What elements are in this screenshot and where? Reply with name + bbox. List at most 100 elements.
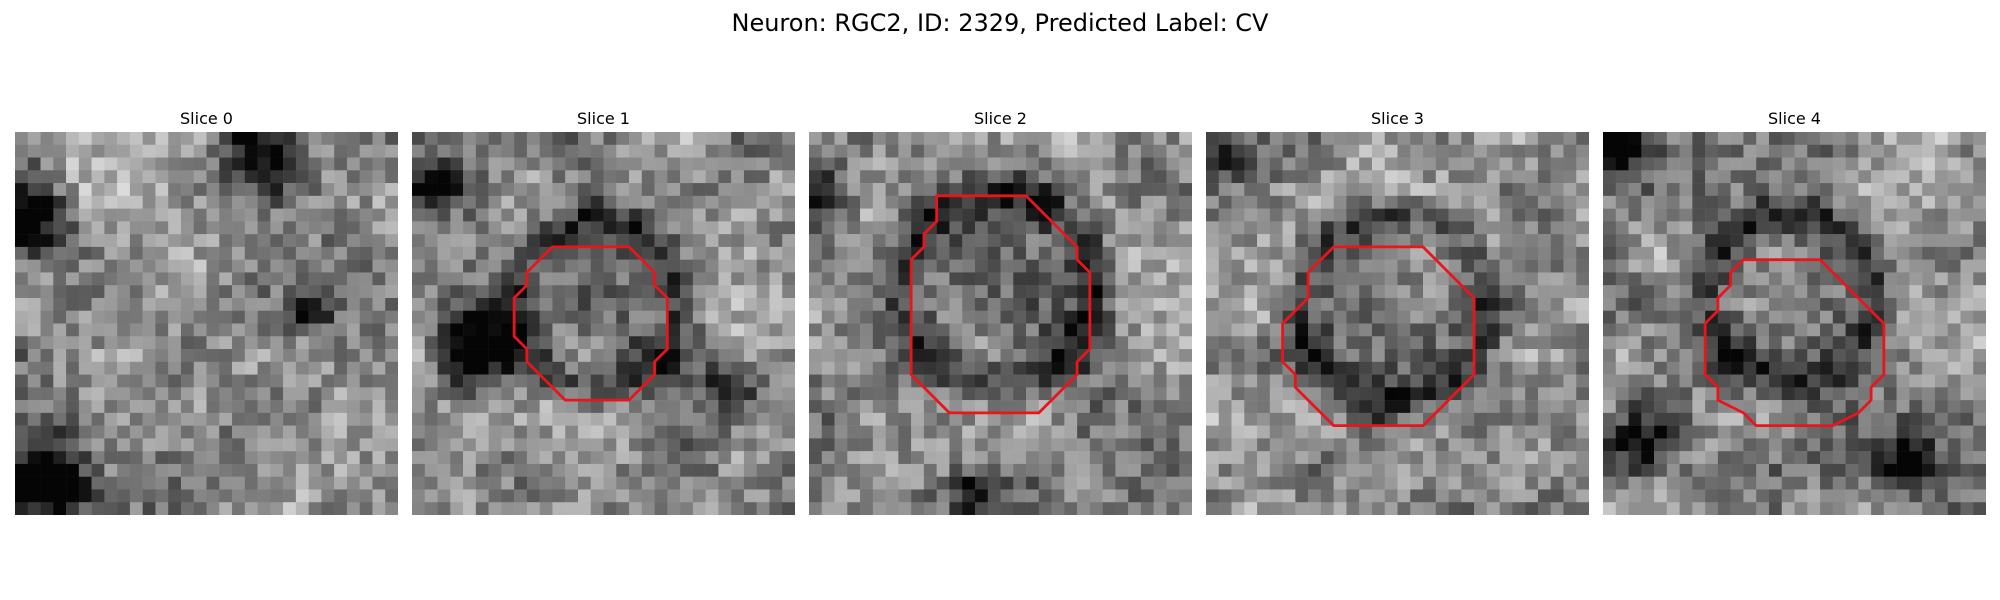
pixel xyxy=(463,400,477,414)
pixel xyxy=(1666,463,1680,477)
pixel xyxy=(1563,502,1577,515)
pixel xyxy=(1832,310,1846,324)
pixel xyxy=(629,438,643,452)
pixel xyxy=(104,297,118,311)
pixel xyxy=(1089,272,1103,286)
pixel xyxy=(1051,285,1065,299)
pixel xyxy=(78,310,92,324)
pixel xyxy=(718,297,732,311)
pixel xyxy=(219,132,233,146)
pixel xyxy=(1858,336,1872,350)
pixel xyxy=(1257,221,1271,235)
pixel xyxy=(1845,349,1859,363)
pixel xyxy=(1077,170,1091,184)
pixel xyxy=(629,476,643,490)
pixel xyxy=(1295,489,1309,503)
pixel xyxy=(1320,502,1334,515)
pixel xyxy=(603,259,617,273)
pixel xyxy=(629,310,643,324)
pixel xyxy=(539,234,553,248)
pixel xyxy=(15,412,29,426)
pixel xyxy=(1295,183,1309,197)
pixel xyxy=(1743,400,1757,414)
pixel xyxy=(53,183,67,197)
pixel xyxy=(1883,438,1897,452)
pixel xyxy=(1474,183,1488,197)
pixel xyxy=(1371,374,1385,388)
pixel xyxy=(987,157,1001,171)
pixel xyxy=(1410,361,1424,375)
pixel xyxy=(346,387,360,401)
pixel xyxy=(1461,387,1475,401)
pixel xyxy=(987,195,1001,209)
pixel xyxy=(168,157,182,171)
pixel xyxy=(526,451,540,465)
pixel xyxy=(308,400,322,414)
pixel xyxy=(244,246,258,260)
pixel xyxy=(1371,310,1385,324)
pixel xyxy=(809,144,823,158)
pixel xyxy=(168,310,182,324)
pixel xyxy=(15,502,29,515)
pixel xyxy=(654,170,668,184)
pixel xyxy=(603,412,617,426)
pixel xyxy=(372,323,386,337)
pixel xyxy=(450,323,464,337)
pixel xyxy=(1000,451,1014,465)
pixel xyxy=(731,234,745,248)
pixel xyxy=(1206,234,1220,248)
pixel xyxy=(860,132,874,146)
slice-image xyxy=(809,132,1192,515)
pixel xyxy=(206,221,220,235)
pixel xyxy=(705,489,719,503)
pixel xyxy=(911,412,925,426)
pixel xyxy=(654,208,668,222)
pixel xyxy=(1000,502,1014,515)
pixel xyxy=(1922,476,1936,490)
pixel xyxy=(705,323,719,337)
pixel xyxy=(769,374,783,388)
pixel xyxy=(1206,349,1220,363)
pixel xyxy=(1525,374,1539,388)
pixel xyxy=(1128,438,1142,452)
pixel xyxy=(872,425,886,439)
pixel xyxy=(1871,195,1885,209)
pixel xyxy=(987,246,1001,260)
pixel xyxy=(1166,183,1180,197)
pixel xyxy=(283,157,297,171)
pixel xyxy=(962,502,976,515)
pixel xyxy=(424,349,438,363)
pixel xyxy=(1128,400,1142,414)
pixel xyxy=(1269,310,1283,324)
pixel xyxy=(731,438,745,452)
pixel xyxy=(1679,502,1693,515)
pixel xyxy=(91,285,105,299)
pixel xyxy=(1218,272,1232,286)
pixel xyxy=(232,412,246,426)
pixel xyxy=(1934,412,1948,426)
pixel xyxy=(1909,463,1923,477)
pixel xyxy=(295,412,309,426)
pixel xyxy=(1730,310,1744,324)
pixel xyxy=(1807,285,1821,299)
pixel xyxy=(437,221,451,235)
pixel xyxy=(117,476,131,490)
pixel xyxy=(1705,183,1719,197)
pixel xyxy=(437,489,451,503)
pixel xyxy=(1461,412,1475,426)
pixel xyxy=(1832,361,1846,375)
pixel xyxy=(923,144,937,158)
pixel xyxy=(193,438,207,452)
pixel xyxy=(1064,259,1078,273)
pixel xyxy=(117,361,131,375)
pixel xyxy=(1563,438,1577,452)
pixel xyxy=(1768,195,1782,209)
pixel xyxy=(78,425,92,439)
pixel xyxy=(1756,361,1770,375)
pixel xyxy=(1525,502,1539,515)
pixel xyxy=(244,349,258,363)
pixel xyxy=(117,132,131,146)
pixel xyxy=(437,259,451,273)
pixel xyxy=(295,157,309,171)
pixel xyxy=(1781,336,1795,350)
